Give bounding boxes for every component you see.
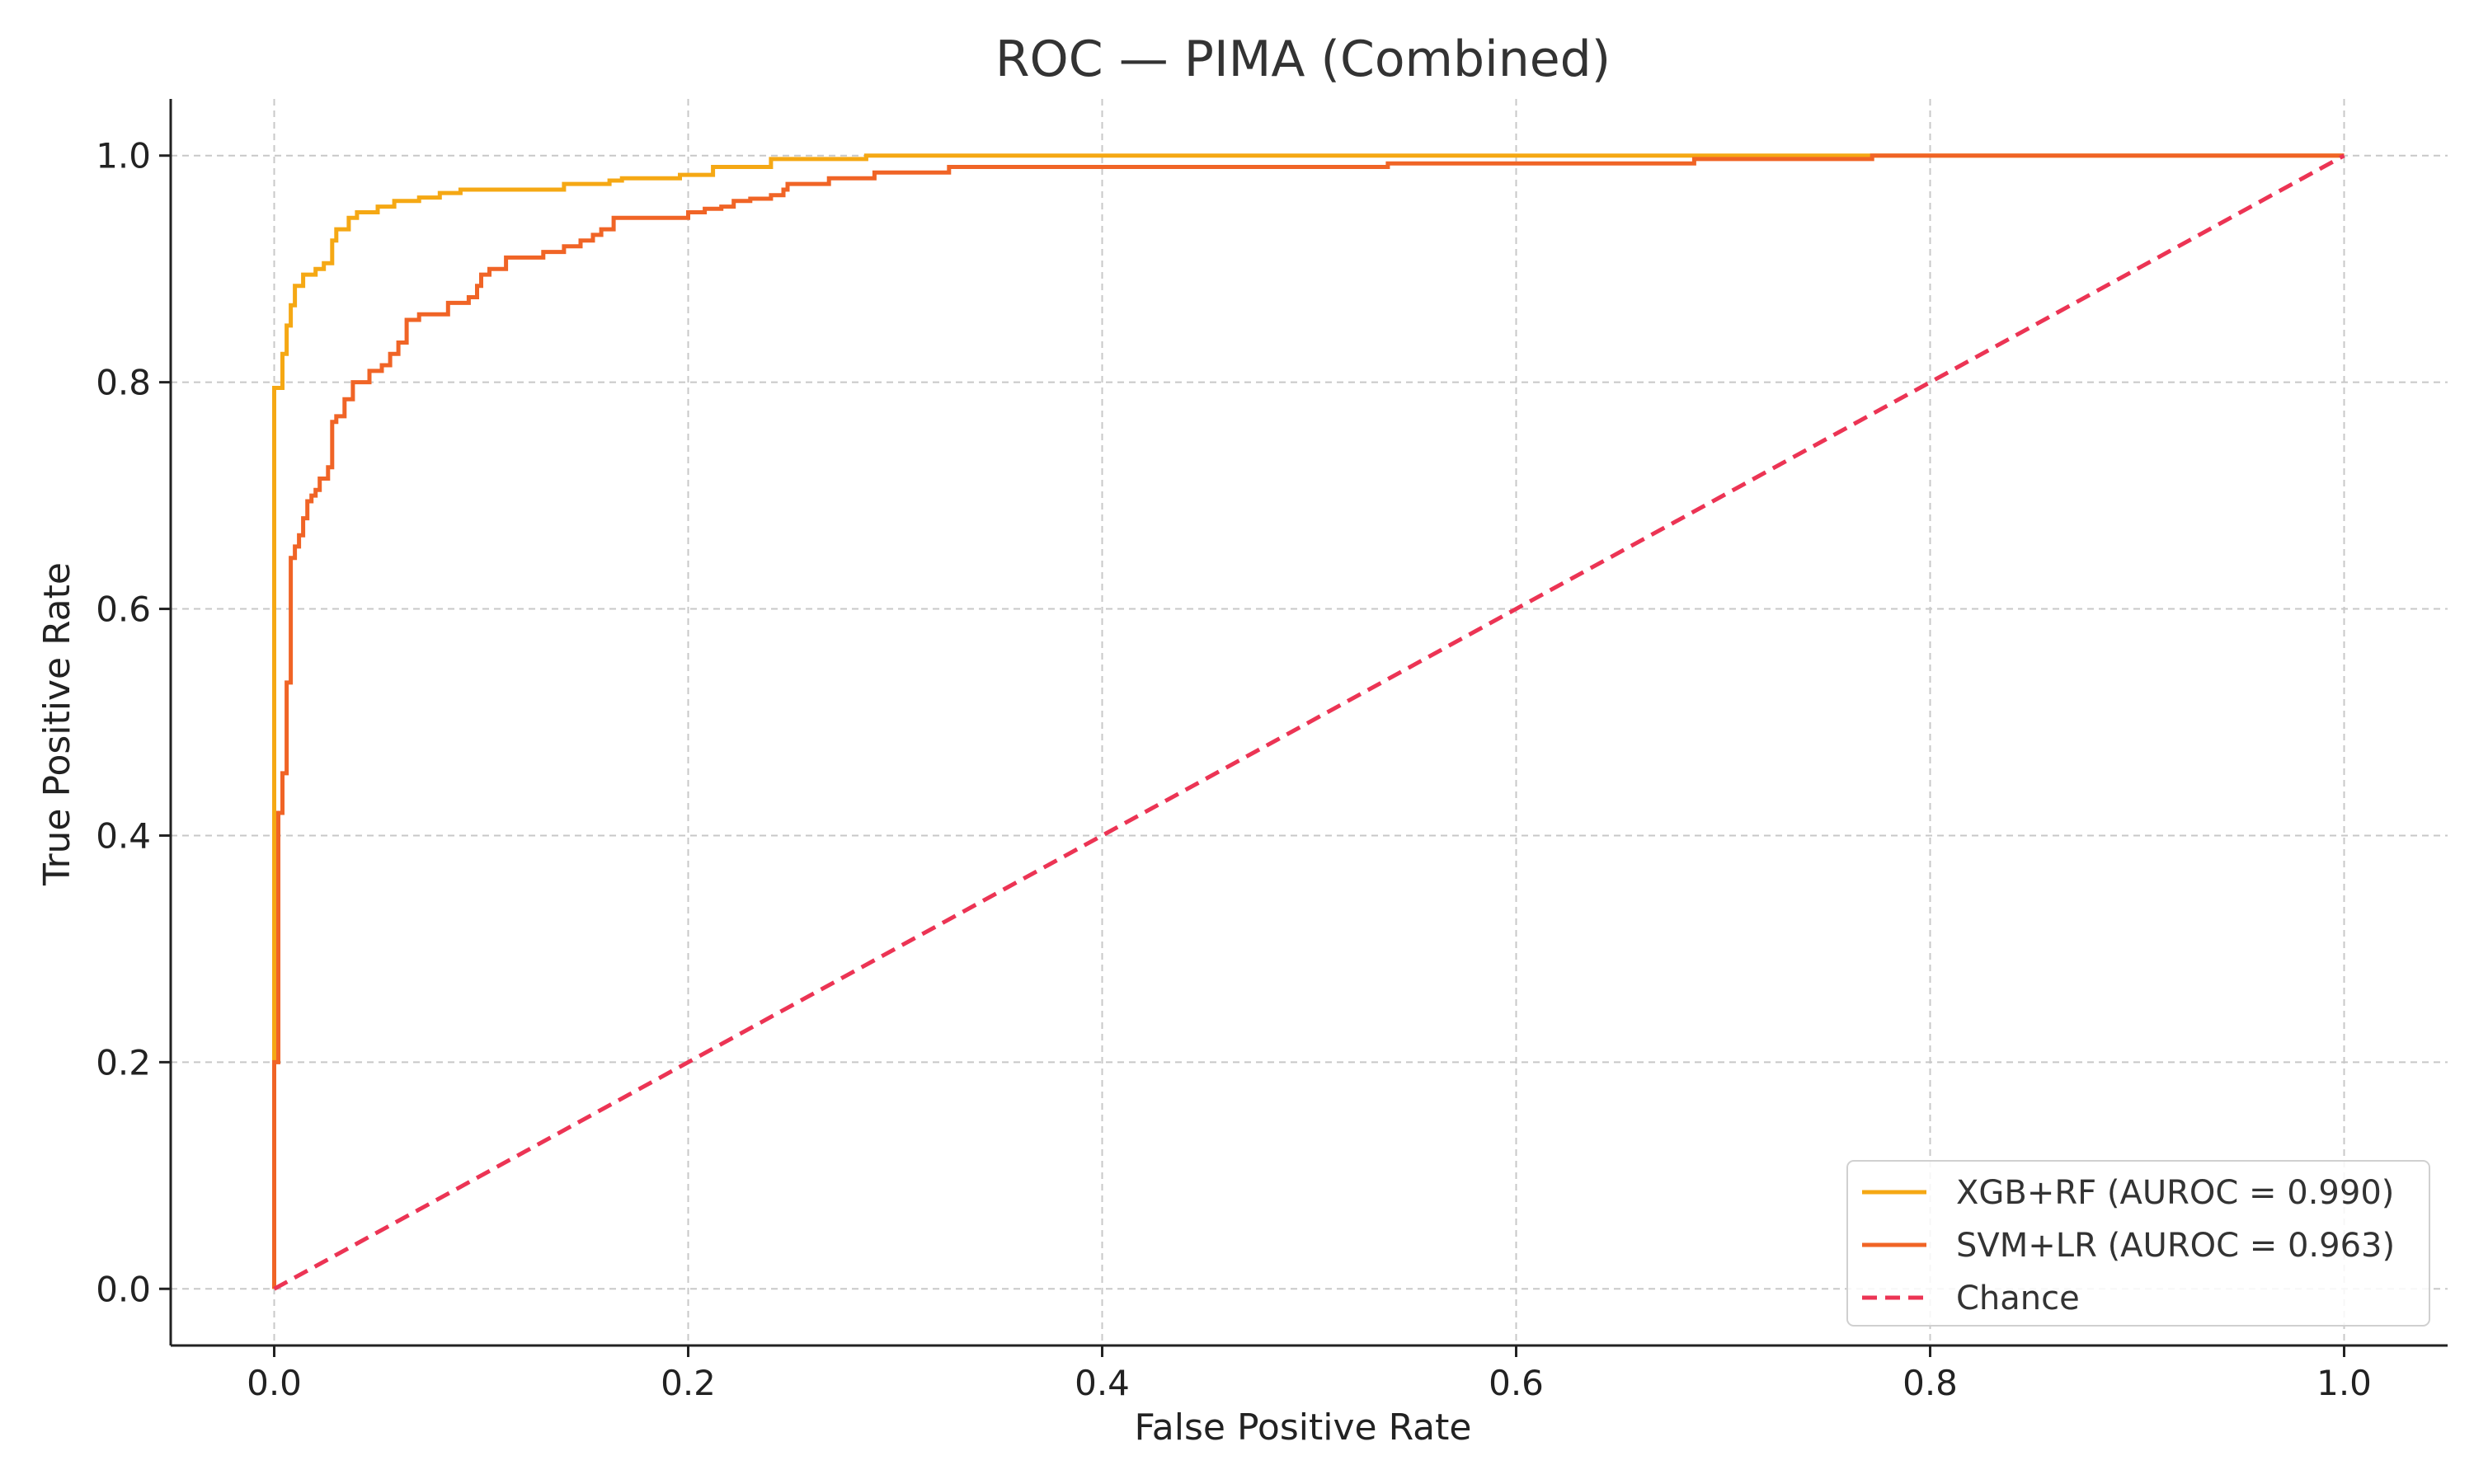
series-line-2 [272,153,2345,1289]
x-tick-label: 1.0 [2316,1363,2372,1403]
legend-label-1: XGB+RF (AUROC = 0.990) [1956,1174,2394,1212]
x-axis-label: False Positive Rate [1135,1407,1472,1449]
series-lines [272,153,2345,1291]
y-tick-label: 0.6 [96,589,151,630]
y-tick-label: 0.2 [96,1042,151,1082]
legend-box [1846,1160,2430,1327]
x-tick-label: 0.0 [247,1363,302,1403]
series-line-1 [272,153,2345,1289]
y-tick-label: 1.0 [96,136,151,176]
legend-label-2: SVM+LR (AUROC = 0.963) [1956,1227,2395,1265]
y-tick-label: 0.4 [96,815,151,856]
y-axis-label: True Positive Rate [36,562,78,886]
y-tick-label: 0.8 [96,363,151,403]
series-line-3 [273,153,2345,1291]
x-tick-label: 0.4 [1075,1363,1130,1403]
chart-title: ROC — PIMA (Combined) [995,31,1611,88]
y-ticks: 0.0 0.2 0.4 0.6 0.8 1.0 [96,136,171,1309]
x-tick-label: 0.2 [661,1363,716,1403]
legend-label-3: Chance [1956,1280,2080,1317]
y-tick-label: 0.0 [96,1269,151,1309]
axes [169,99,2448,1347]
legend: XGB+RF (AUROC = 0.990) SVM+LR (AUROC = 0.… [1846,1160,2430,1327]
x-tick-label: 0.8 [1903,1363,1958,1403]
x-ticks: 0.0 0.2 0.4 0.6 0.8 1.0 [247,1345,2372,1403]
x-tick-label: 0.6 [1489,1363,1544,1403]
